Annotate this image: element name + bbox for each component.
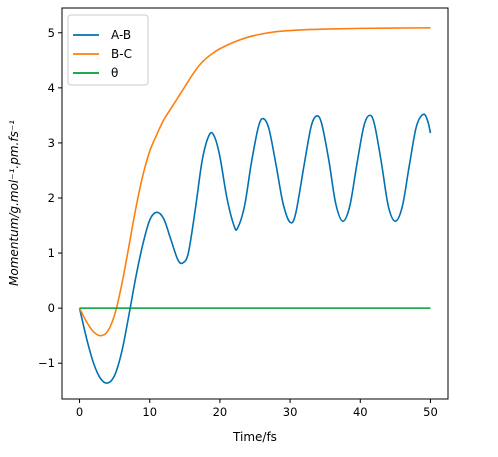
y-axis: −1 0 1 2 3 4 5 — [38, 26, 62, 370]
series-line-1 — [78, 27, 431, 337]
x-tick-label: 30 — [283, 405, 298, 419]
y-tick-label: 0 — [48, 301, 55, 315]
x-tick-label: 20 — [213, 405, 228, 419]
x-tick-label: 50 — [423, 405, 438, 419]
plot-frame — [61, 7, 449, 400]
x-axis: 0 10 20 30 40 50 — [76, 399, 438, 419]
y-tick-label: 4 — [48, 81, 55, 95]
x-tick-label: 0 — [76, 405, 83, 419]
plot-lines — [78, 27, 432, 384]
y-tick-label: 3 — [48, 136, 55, 150]
legend-label-2: θ — [111, 66, 118, 80]
x-tick-label: 10 — [142, 405, 157, 419]
legend-label-0: A-B — [111, 28, 131, 42]
y-tick-label: 1 — [48, 246, 55, 260]
y-tick-label: 2 — [48, 191, 55, 205]
x-tick-label: 40 — [353, 405, 368, 419]
legend: A-B B-C θ — [67, 14, 149, 86]
legend-box — [67, 14, 149, 86]
legend-label-1: B-C — [111, 47, 132, 61]
x-axis-label: Time/fs — [232, 430, 277, 444]
y-tick-label: 5 — [48, 26, 55, 40]
series-line-0 — [78, 113, 432, 384]
y-tick-label: −1 — [38, 356, 55, 370]
y-axis-label: Momentum/g.mol⁻¹.pm.fs⁻¹ — [7, 120, 21, 286]
